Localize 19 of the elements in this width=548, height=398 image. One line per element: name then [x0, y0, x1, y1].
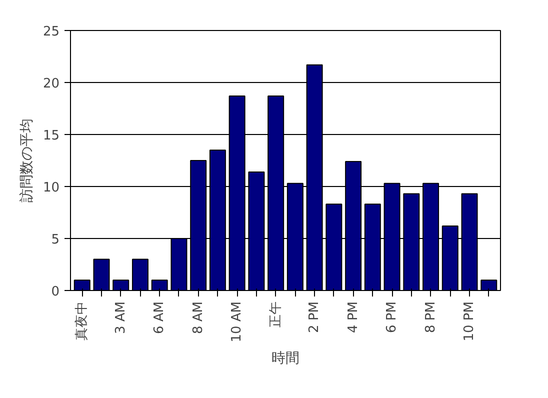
y-tick-label: 25 — [42, 24, 60, 40]
y-tick-label: 5 — [51, 232, 60, 248]
y-tick-label: 0 — [51, 284, 60, 300]
x-tick-label: 2 PM — [307, 301, 322, 333]
x-tick-label: 10 PM — [462, 301, 478, 342]
x-tick-label: 10 AM — [230, 301, 245, 342]
x-tick-label: 真夜中 — [74, 302, 90, 340]
x-tick-label: 正午 — [268, 302, 284, 328]
x-tick-label: 6 AM — [152, 301, 168, 334]
x-tick-label: 8 PM — [423, 301, 438, 333]
y-tick-label: 15 — [42, 128, 60, 144]
x-tick-label: 3 AM — [113, 301, 128, 334]
y-tick-label: 20 — [42, 76, 60, 92]
x-tick-label: 8 AM — [190, 301, 206, 334]
x-tick-label: 4 PM — [346, 301, 361, 333]
x-axis-title: 時間 — [272, 350, 300, 366]
y-tick-label: 10 — [42, 180, 60, 196]
x-tick-label: 6 PM — [384, 301, 400, 333]
y-axis-title: 訪問数の平均 — [18, 118, 35, 202]
